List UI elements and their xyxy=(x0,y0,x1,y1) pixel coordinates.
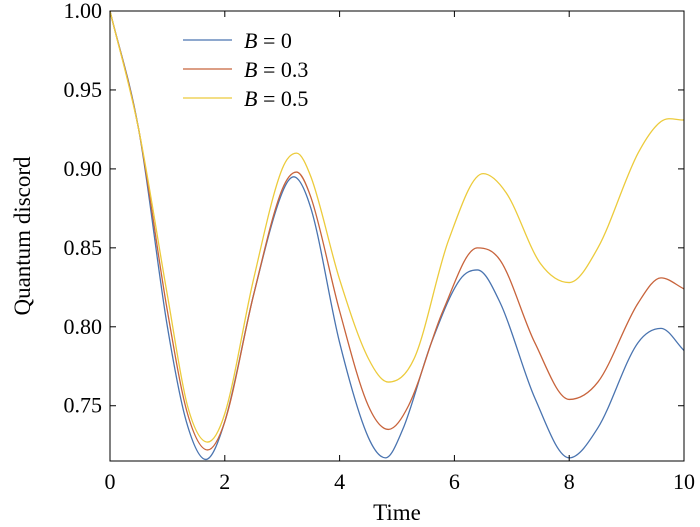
y-tick-label-2: 0.85 xyxy=(64,235,103,260)
series-layer xyxy=(109,10,685,461)
y-tick-label-4: 0.95 xyxy=(64,77,103,102)
x-tick-label-4: 8 xyxy=(564,469,575,494)
y-axis-title: Quantum discord xyxy=(10,156,35,316)
x-tick-label-2: 4 xyxy=(334,469,345,494)
legend-label-1: B = 0.3 xyxy=(244,57,308,82)
legend-label-2: B = 0.5 xyxy=(244,86,308,111)
plot-frame xyxy=(109,10,685,462)
legend-label-0: B = 0 xyxy=(244,28,292,53)
x-tick-label-3: 6 xyxy=(449,469,460,494)
plot-background xyxy=(110,11,684,461)
y-tick-label-5: 1.00 xyxy=(64,0,103,23)
x-axis-title: Time xyxy=(373,500,421,525)
y-tick-label-1: 0.80 xyxy=(64,314,103,339)
x-tick-label-0: 0 xyxy=(105,469,116,494)
x-tick-label-1: 2 xyxy=(219,469,230,494)
series-line-2 xyxy=(109,10,685,443)
y-tick-label-0: 0.75 xyxy=(64,393,103,418)
x-tick-label-5: 10 xyxy=(673,469,695,494)
y-tick-label-3: 0.90 xyxy=(64,156,103,181)
series-line-1 xyxy=(109,10,685,451)
ticks-layer: 0 2 4 6 8 10 0.75 0.80 0.85 0.90 0.95 1.00 xyxy=(64,0,696,494)
series-line-0 xyxy=(109,10,685,461)
legend: B = 0 B = 0.3 B = 0.5 xyxy=(183,28,308,111)
